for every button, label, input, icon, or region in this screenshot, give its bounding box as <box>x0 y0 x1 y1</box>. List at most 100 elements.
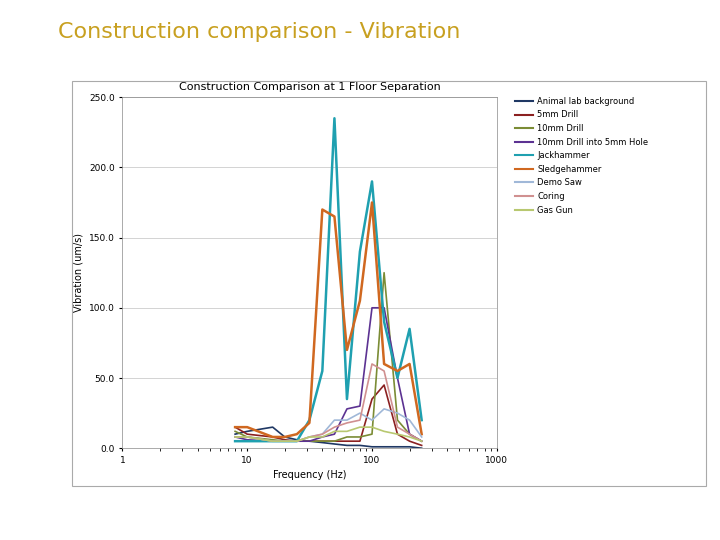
5mm Drill <box>356 438 364 444</box>
Demo Saw <box>292 438 301 444</box>
10mm Drill into 5mm Hole <box>368 305 377 311</box>
10mm Drill into 5mm Hole <box>281 438 289 444</box>
10mm Drill into 5mm Hole <box>405 431 414 437</box>
Gas Gun <box>269 438 277 444</box>
Coring <box>368 361 377 367</box>
Sledgehammer <box>356 298 364 304</box>
Gas Gun <box>343 428 351 435</box>
Gas Gun <box>368 424 377 430</box>
10mm Drill into 5mm Hole <box>231 434 240 440</box>
5mm Drill <box>292 438 301 444</box>
Sledgehammer <box>379 361 388 367</box>
10mm Drill into 5mm Hole <box>343 406 351 412</box>
Sledgehammer <box>343 347 351 353</box>
Coring <box>292 438 301 444</box>
Demo Saw <box>418 434 426 440</box>
Sledgehammer <box>318 206 327 213</box>
Sledgehammer <box>243 424 251 430</box>
10mm Drill into 5mm Hole <box>269 438 277 444</box>
Line: 10mm Drill into 5mm Hole: 10mm Drill into 5mm Hole <box>235 308 422 441</box>
10mm Drill <box>368 431 377 437</box>
5mm Drill <box>418 442 426 449</box>
Demo Saw <box>405 417 414 423</box>
Animal lab background <box>243 428 251 435</box>
10mm Drill into 5mm Hole <box>379 305 388 311</box>
Line: Sledgehammer: Sledgehammer <box>235 202 422 437</box>
5mm Drill <box>243 431 251 437</box>
10mm Drill <box>418 438 426 444</box>
Gas Gun <box>318 434 327 440</box>
Animal lab background <box>379 443 388 450</box>
Y-axis label: Vibration (um/s): Vibration (um/s) <box>73 233 84 312</box>
Gas Gun <box>292 438 301 444</box>
Animal lab background <box>393 443 402 450</box>
Text: Construction comparison - Vibration: Construction comparison - Vibration <box>58 22 460 42</box>
5mm Drill <box>343 438 351 444</box>
Gas Gun <box>281 438 289 444</box>
Demo Saw <box>318 431 327 437</box>
10mm Drill <box>281 438 289 444</box>
Line: Gas Gun: Gas Gun <box>235 427 422 441</box>
Animal lab background <box>368 443 377 450</box>
Animal lab background <box>269 424 277 430</box>
Animal lab background <box>231 431 240 437</box>
10mm Drill <box>379 269 388 276</box>
10mm Drill into 5mm Hole <box>292 438 301 444</box>
Gas Gun <box>305 434 314 440</box>
Gas Gun <box>405 434 414 440</box>
Jackhammer <box>356 248 364 255</box>
Coring <box>356 417 364 423</box>
Title: Construction Comparison at 1 Floor Separation: Construction Comparison at 1 Floor Separ… <box>179 82 441 92</box>
10mm Drill <box>231 428 240 435</box>
Coring <box>281 438 289 444</box>
Jackhammer <box>281 438 289 444</box>
Line: 5mm Drill: 5mm Drill <box>235 385 422 446</box>
Animal lab background <box>330 441 338 447</box>
Coring <box>343 420 351 426</box>
10mm Drill into 5mm Hole <box>393 375 402 381</box>
Jackhammer <box>330 115 338 122</box>
Sledgehammer <box>281 434 289 440</box>
Gas Gun <box>393 431 402 437</box>
Coring <box>393 424 402 430</box>
Legend: Animal lab background, 5mm Drill, 10mm Drill, 10mm Drill into 5mm Hole, Jackhamm: Animal lab background, 5mm Drill, 10mm D… <box>512 94 651 217</box>
Demo Saw <box>379 406 388 412</box>
Sledgehammer <box>305 420 314 426</box>
Sledgehammer <box>418 431 426 437</box>
Sledgehammer <box>292 431 301 437</box>
Line: Jackhammer: Jackhammer <box>235 118 422 441</box>
5mm Drill <box>379 382 388 388</box>
10mm Drill into 5mm Hole <box>356 403 364 409</box>
10mm Drill into 5mm Hole <box>243 436 251 443</box>
5mm Drill <box>231 424 240 430</box>
Animal lab background <box>418 445 426 451</box>
Sledgehammer <box>330 213 338 220</box>
Animal lab background <box>356 442 364 449</box>
Line: Coring: Coring <box>235 364 422 441</box>
Jackhammer <box>343 396 351 402</box>
Coring <box>405 431 414 437</box>
5mm Drill <box>393 431 402 437</box>
5mm Drill <box>305 438 314 444</box>
Demo Saw <box>356 410 364 416</box>
Coring <box>318 431 327 437</box>
Jackhammer <box>393 375 402 381</box>
10mm Drill <box>243 434 251 440</box>
10mm Drill <box>405 431 414 437</box>
10mm Drill <box>305 438 314 444</box>
Coring <box>243 434 251 440</box>
Coring <box>231 434 240 440</box>
10mm Drill <box>292 438 301 444</box>
Jackhammer <box>292 438 301 444</box>
Jackhammer <box>418 417 426 423</box>
Coring <box>305 434 314 440</box>
10mm Drill into 5mm Hole <box>305 438 314 444</box>
Animal lab background <box>405 443 414 450</box>
Coring <box>269 438 277 444</box>
10mm Drill <box>356 434 364 440</box>
Demo Saw <box>305 434 314 440</box>
Gas Gun <box>418 438 426 444</box>
Demo Saw <box>281 438 289 444</box>
Demo Saw <box>231 434 240 440</box>
Gas Gun <box>356 424 364 430</box>
